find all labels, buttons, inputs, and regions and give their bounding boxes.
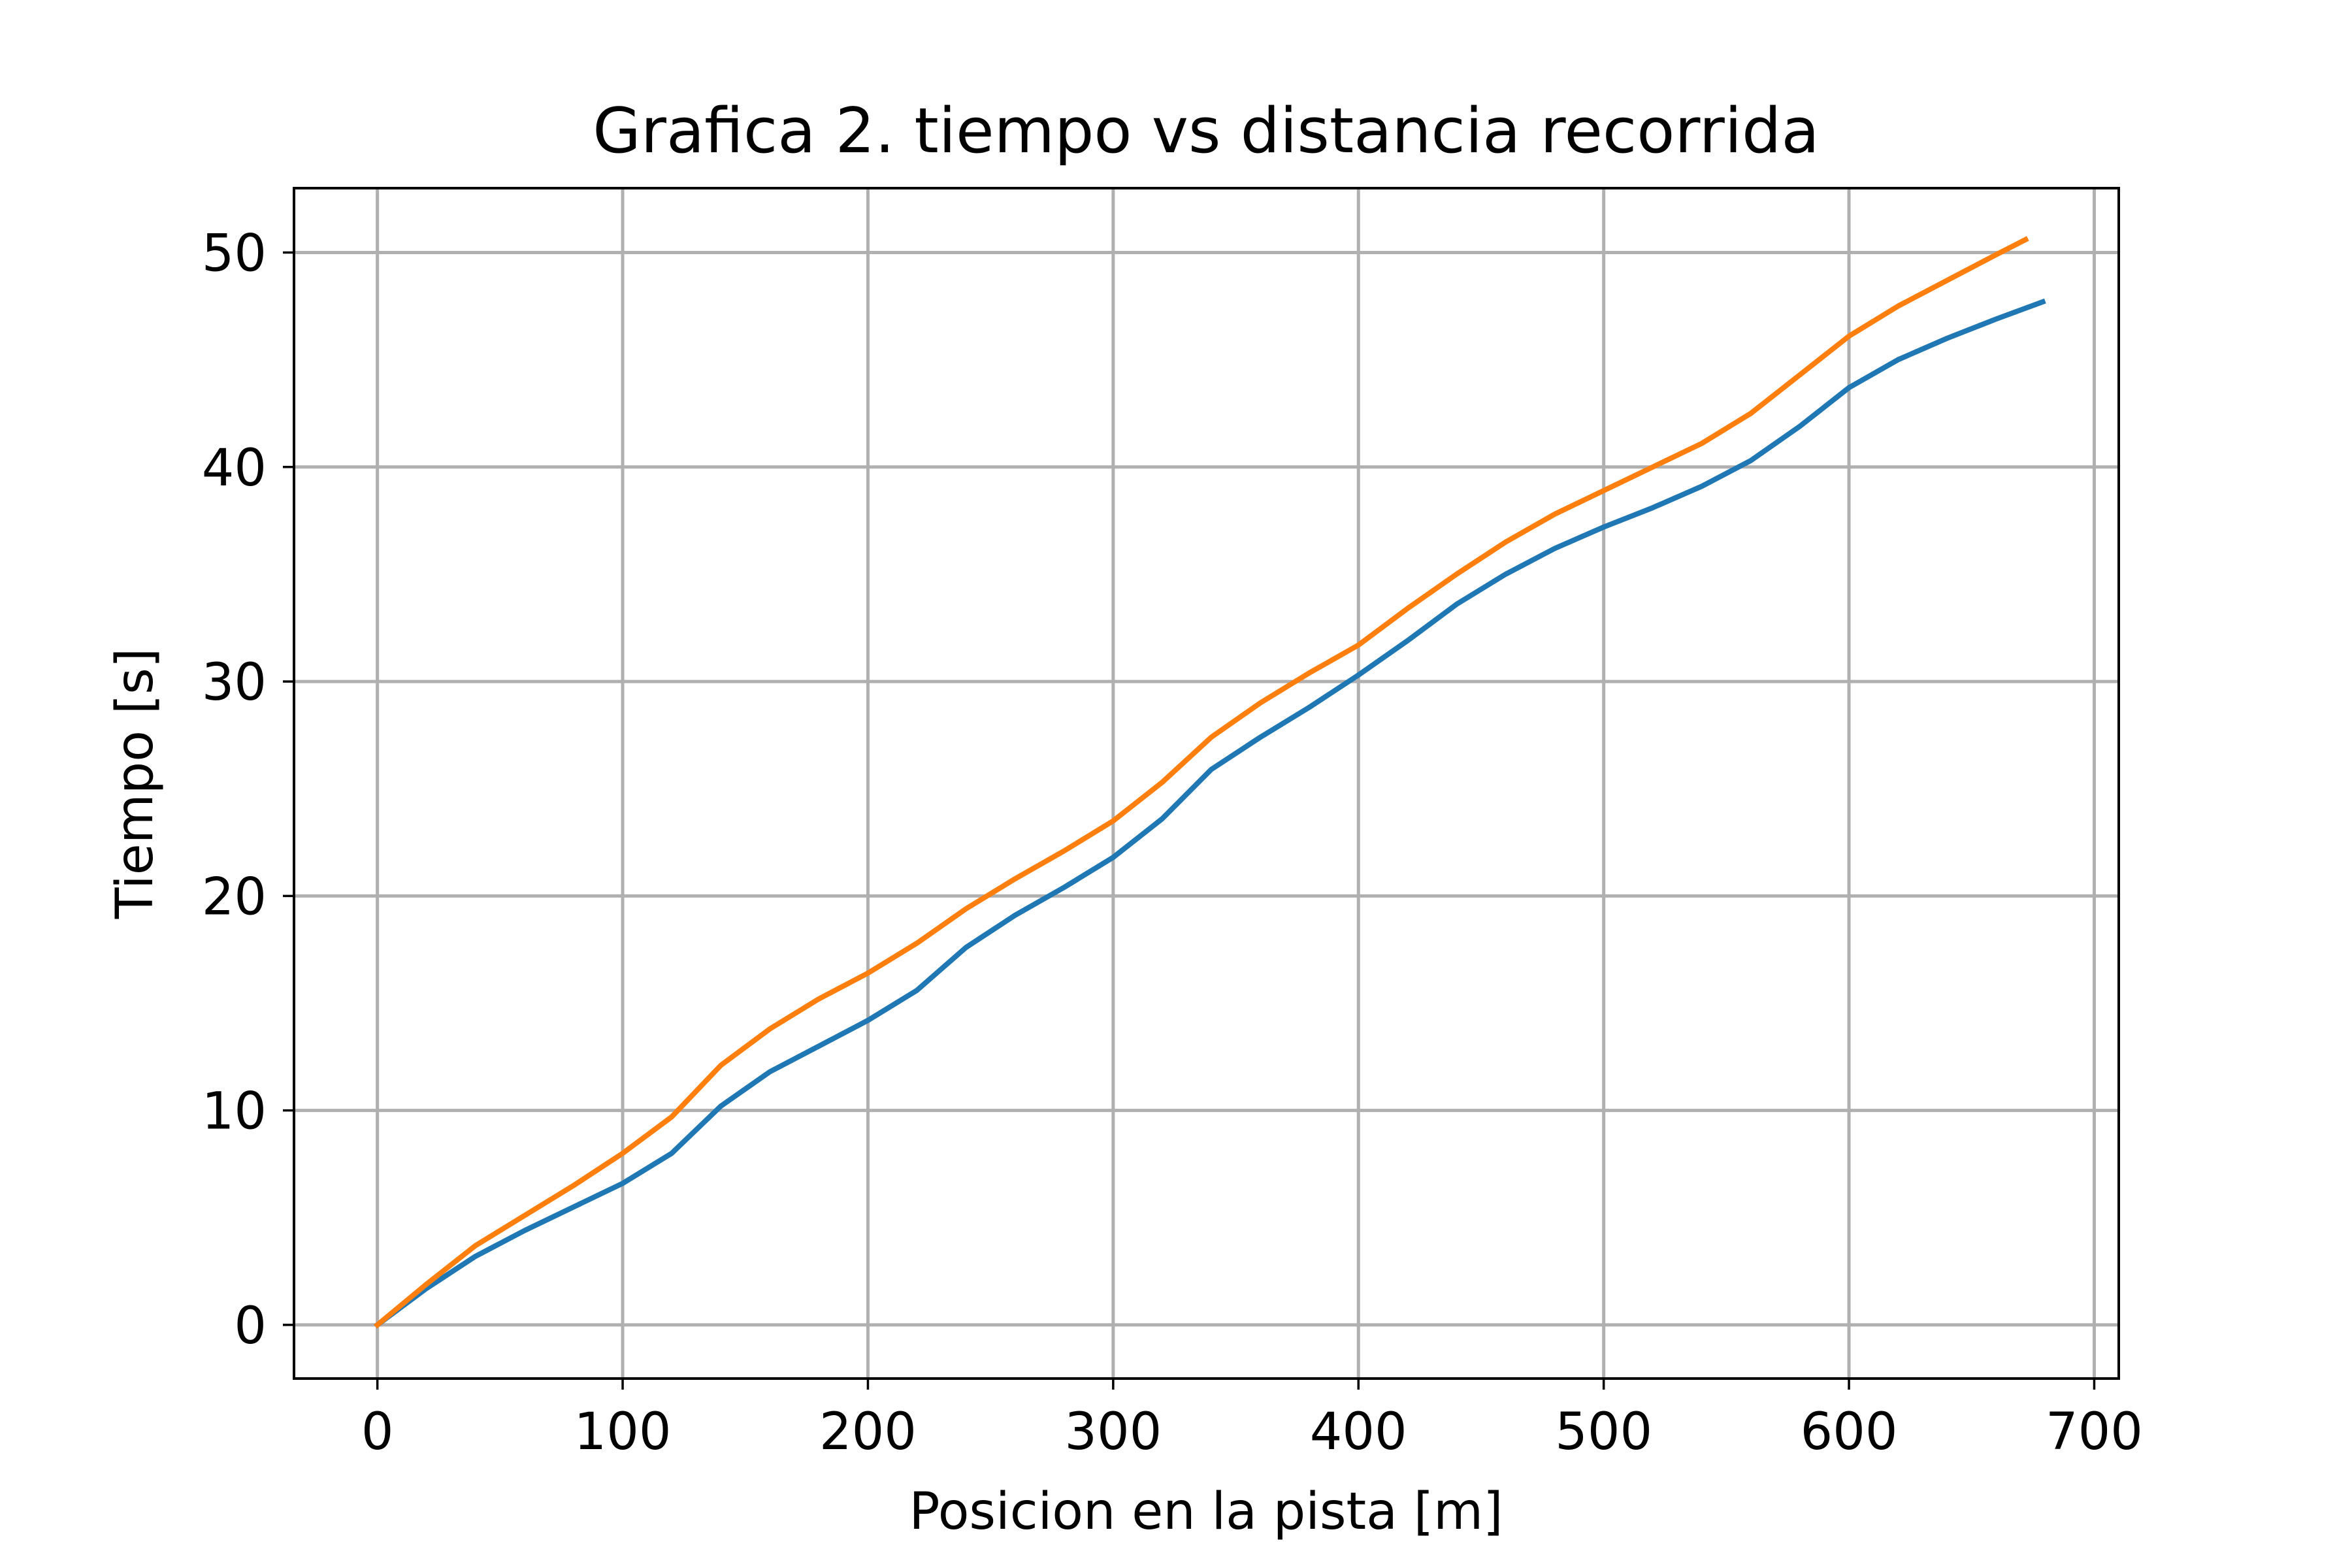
y-tick-label: 30 xyxy=(202,653,267,712)
x-axis-label: Posicion en la pista [m] xyxy=(909,1482,1503,1541)
x-axis: 0 100 200 300 400 500 600 700 xyxy=(361,1379,2143,1462)
y-tick-label: 10 xyxy=(202,1083,267,1141)
x-tick-label: 500 xyxy=(1555,1403,1652,1462)
x-tick-label: 300 xyxy=(1064,1403,1162,1462)
y-axis: 0 10 20 30 40 50 xyxy=(202,224,294,1356)
y-tick-label: 0 xyxy=(234,1297,267,1356)
series-line-2 xyxy=(373,236,2029,1329)
x-tick-label: 200 xyxy=(819,1403,917,1462)
chart-title: Grafica 2. tiempo vs distancia recorrida xyxy=(593,95,1819,167)
grid xyxy=(294,188,2119,1379)
x-tick-label: 0 xyxy=(361,1403,394,1462)
y-tick-label: 20 xyxy=(202,868,267,926)
y-axis-label: Tiempo [s] xyxy=(106,648,165,919)
x-tick-label: 400 xyxy=(1310,1403,1407,1462)
series-layer xyxy=(373,236,2046,1329)
series-line-1 xyxy=(374,298,2046,1329)
plot-frame xyxy=(293,187,2120,1380)
y-tick-label: 40 xyxy=(202,439,267,498)
y-tick-label: 50 xyxy=(202,224,267,283)
x-tick-label: 600 xyxy=(1801,1403,1898,1462)
x-tick-label: 700 xyxy=(2046,1403,2143,1462)
x-tick-label: 100 xyxy=(574,1403,672,1462)
